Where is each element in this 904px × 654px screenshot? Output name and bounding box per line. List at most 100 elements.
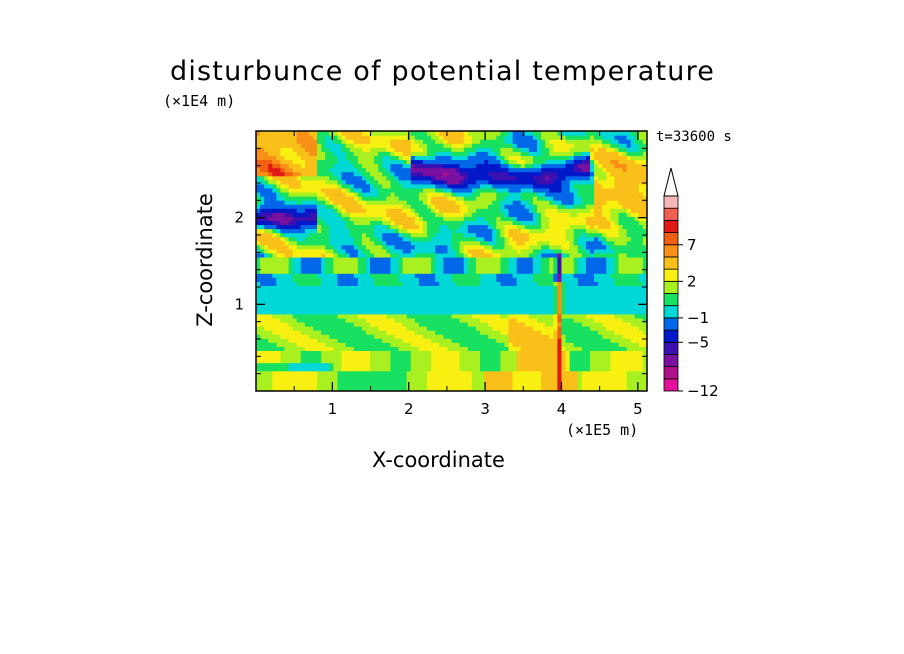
field-cell (321, 289, 326, 295)
field-cell (333, 232, 339, 238)
field-cell (565, 346, 571, 351)
field-cell (451, 313, 457, 319)
field-cell (284, 386, 290, 391)
field-cell (496, 346, 501, 351)
field-cell (500, 346, 506, 351)
field-cell (589, 301, 595, 307)
field-cell (553, 382, 558, 388)
field-cell (394, 216, 400, 221)
field-cell (378, 305, 383, 311)
field-cell (565, 289, 571, 295)
field-cell (382, 281, 387, 286)
field-cell (374, 220, 379, 226)
field-cell (386, 216, 391, 221)
field-cell (459, 200, 465, 205)
field-cell (264, 273, 269, 278)
field-cell (313, 334, 318, 339)
field-cell (577, 265, 583, 270)
field-cell (410, 179, 416, 185)
field-cell (427, 269, 432, 274)
field-cell (431, 354, 436, 360)
field-cell (610, 354, 616, 360)
field-cell (382, 269, 387, 274)
field-cell (488, 374, 493, 380)
field-cell (276, 187, 282, 193)
field-cell (561, 228, 567, 234)
field-cell (618, 269, 624, 274)
field-cell (321, 196, 326, 201)
field-cell (353, 301, 359, 307)
field-cell (642, 378, 647, 384)
field-cell (626, 220, 632, 226)
field-cell (304, 297, 310, 303)
field-cell (418, 382, 424, 388)
field-cell (370, 382, 375, 388)
field-cell (496, 301, 501, 307)
field-cell (325, 273, 330, 278)
field-cell (602, 200, 607, 205)
field-cell (353, 204, 359, 209)
field-cell (488, 256, 493, 262)
field-cell (398, 330, 404, 335)
field-cell (602, 240, 607, 246)
field-cell (374, 301, 379, 307)
field-cell (353, 281, 359, 286)
field-cell (272, 334, 277, 339)
field-cell (598, 179, 603, 185)
field-cell (427, 309, 432, 315)
field-cell (614, 265, 620, 270)
field-cell (349, 212, 355, 217)
field-cell (618, 187, 624, 193)
field-cell (341, 240, 347, 246)
field-cell (642, 326, 647, 331)
field-cell (532, 187, 538, 193)
field-cell (577, 342, 583, 347)
field-cell (581, 338, 587, 343)
field-cell (463, 358, 469, 364)
field-cell (349, 228, 355, 234)
field-cell (280, 240, 286, 246)
field-cell (475, 334, 481, 339)
field-cell (557, 269, 563, 274)
field-cell (390, 183, 396, 189)
field-cell (638, 362, 644, 368)
field-cell (394, 208, 400, 213)
field-cell (589, 196, 595, 201)
field-cell (508, 297, 514, 303)
field-cell (594, 309, 599, 315)
field-cell (427, 212, 432, 217)
field-cell (500, 196, 506, 201)
field-cell (463, 378, 469, 384)
field-cell (475, 317, 481, 323)
field-cell (402, 346, 408, 351)
field-cell (475, 200, 481, 205)
field-cell (577, 273, 583, 278)
field-cell (630, 220, 636, 226)
field-cell (276, 281, 282, 286)
field-cell (524, 204, 530, 209)
field-cell (337, 216, 343, 221)
field-cell (370, 285, 375, 291)
field-cell (365, 370, 371, 376)
field-cell (520, 374, 526, 380)
field-cell (418, 313, 424, 319)
field-cell (296, 309, 302, 315)
field-cell (308, 334, 314, 339)
field-cell (512, 366, 518, 372)
field-cell (427, 374, 432, 380)
field-cell (349, 261, 355, 266)
field-cell (463, 187, 469, 193)
field-cell (439, 204, 444, 209)
field-cell (300, 321, 306, 327)
field-cell (256, 293, 261, 299)
field-cell (313, 269, 318, 274)
field-cell (545, 216, 550, 221)
field-cell (406, 293, 412, 299)
field-cell (427, 191, 432, 197)
field-cell (427, 326, 432, 331)
field-cell (390, 248, 396, 254)
field-cell (455, 196, 461, 201)
field-cell (496, 297, 501, 303)
field-cell (508, 350, 514, 356)
field-cell (414, 269, 420, 274)
